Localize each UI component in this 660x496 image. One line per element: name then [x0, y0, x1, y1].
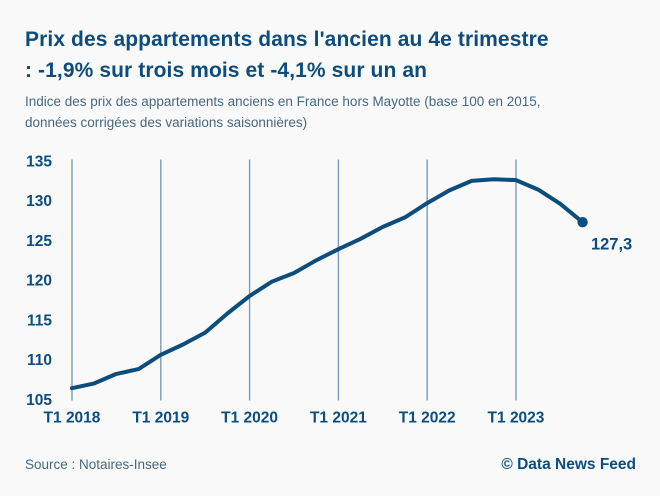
price-index-line	[70, 177, 585, 391]
x-tick-label: T1 2020	[221, 410, 278, 427]
y-tick-label: 125	[26, 233, 52, 250]
y-tick-label: 130	[26, 193, 52, 210]
title-line-2: : -1,9% sur trois mois et -4,1% sur un a…	[25, 59, 428, 82]
y-tick-label: 110	[27, 352, 52, 369]
y-tick-label: 120	[26, 273, 52, 290]
subtitle-line-1: Indice des prix des appartements anciens…	[25, 94, 541, 109]
x-tick-label: T1 2021	[310, 410, 367, 427]
credit-note: © Data News Feed	[501, 456, 636, 473]
chart-subtitle: Indice des prix des appartements anciens…	[25, 91, 640, 133]
y-tick-label: 105	[26, 392, 52, 409]
x-tick-label: T1 2023	[488, 410, 545, 427]
title-line-1: Prix des appartements dans l'ancien au 4…	[25, 28, 549, 51]
x-tick-label: T1 2022	[399, 410, 456, 427]
y-tick-label: 115	[27, 312, 52, 329]
page-title: Prix des appartements dans l'ancien au 4…	[25, 24, 640, 86]
end-point-marker	[577, 217, 588, 228]
source-note: Source : Notaires-Insee	[25, 457, 167, 472]
end-value-label: 127,3	[591, 236, 632, 254]
x-tick-label: T1 2018	[44, 410, 101, 427]
subtitle-line-2: données corrigées des variations saisonn…	[25, 115, 308, 130]
x-tick-label: T1 2019	[132, 410, 189, 427]
y-tick-label: 135	[26, 154, 52, 171]
